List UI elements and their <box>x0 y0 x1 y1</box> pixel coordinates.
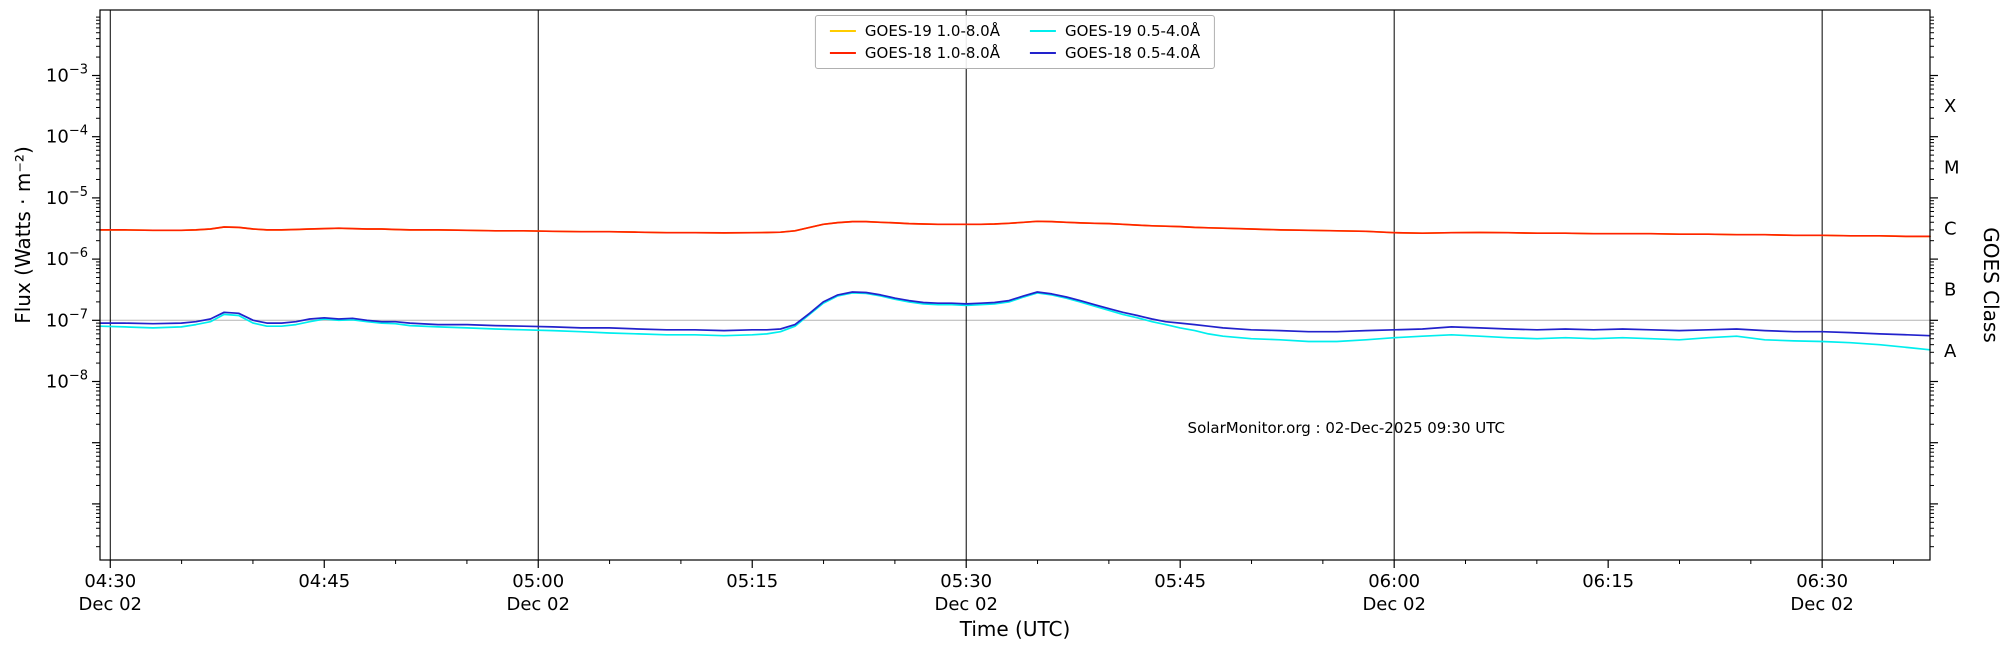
legend-swatch-goes18-long-icon <box>829 52 856 54</box>
series-line-2 <box>99 292 1931 351</box>
series-layer <box>99 220 1931 351</box>
x-tick-label: 06:30 <box>1796 571 1848 592</box>
x-date-label: Dec 02 <box>1790 594 1853 615</box>
goes-class-letter: M <box>1944 157 1960 178</box>
x-date-label: Dec 02 <box>507 594 570 615</box>
legend-item-goes18-long: GOES-18 1.0-8.0Å <box>829 44 1000 62</box>
y-tick-label: 10−8 <box>46 369 88 393</box>
legend-item-goes18-short: GOES-18 0.5-4.0Å <box>1030 44 1200 62</box>
legend-swatch-goes18-short-icon <box>1030 52 1056 54</box>
x-date-label: Dec 02 <box>934 594 997 615</box>
x-tick-label: 05:00 <box>512 571 564 592</box>
legend-item-goes19-short: GOES-19 0.5-4.0Å <box>1030 22 1200 40</box>
legend-label-goes18-short: GOES-18 0.5-4.0Å <box>1065 44 1201 62</box>
legend-item-goes19-long: GOES-19 1.0-8.0Å <box>829 22 1000 40</box>
legend-label-goes19-long: GOES-19 1.0-8.0Å <box>864 22 1000 40</box>
y-tick-label: 10−7 <box>46 307 88 331</box>
y-tick-label: 10−4 <box>46 124 88 148</box>
x-date-label: Dec 02 <box>79 594 142 615</box>
x-tick-label: 04:30 <box>84 571 136 592</box>
legend-label-goes19-short: GOES-19 0.5-4.0Å <box>1065 22 1201 40</box>
legend: GOES-19 1.0-8.0Å GOES-18 1.0-8.0Å GOES-1… <box>814 15 1216 69</box>
goes-class-letter: X <box>1944 96 1956 117</box>
legend-swatch-goes19-short-icon <box>1030 30 1056 32</box>
plot-border <box>99 9 1931 561</box>
y-tick-label: 10−6 <box>46 246 88 270</box>
x-date-label: Dec 02 <box>1362 594 1425 615</box>
series-line-3 <box>99 291 1931 337</box>
y-tick-label: 10−5 <box>46 185 88 209</box>
goes-class-letter: C <box>1944 219 1957 240</box>
series-line-1 <box>99 220 1931 238</box>
legend-swatch-goes19-long-icon <box>829 30 856 32</box>
watermark: SolarMonitor.org : 02-Dec-2025 09:30 UTC <box>1188 419 1505 437</box>
grid-layer <box>100 10 1930 560</box>
x-tick-label: 05:15 <box>726 571 778 592</box>
y-tick-label: 10−3 <box>46 63 88 87</box>
right-axis-title: GOES Class <box>1979 227 2000 343</box>
x-tick-label: 06:00 <box>1368 571 1420 592</box>
goes-class-letter: B <box>1944 280 1956 301</box>
x-tick-label: 05:30 <box>940 571 992 592</box>
x-tick-label: 06:15 <box>1582 571 1634 592</box>
goes-class-letter: A <box>1944 341 1957 362</box>
x-tick-label: 05:45 <box>1154 571 1206 592</box>
x-axis-title: Time (UTC) <box>959 617 1071 641</box>
y-axis-title: Flux (Watts · m⁻²) <box>11 146 35 324</box>
x-tick-label: 04:45 <box>298 571 350 592</box>
legend-label-goes18-long: GOES-18 1.0-8.0Å <box>864 44 1000 62</box>
